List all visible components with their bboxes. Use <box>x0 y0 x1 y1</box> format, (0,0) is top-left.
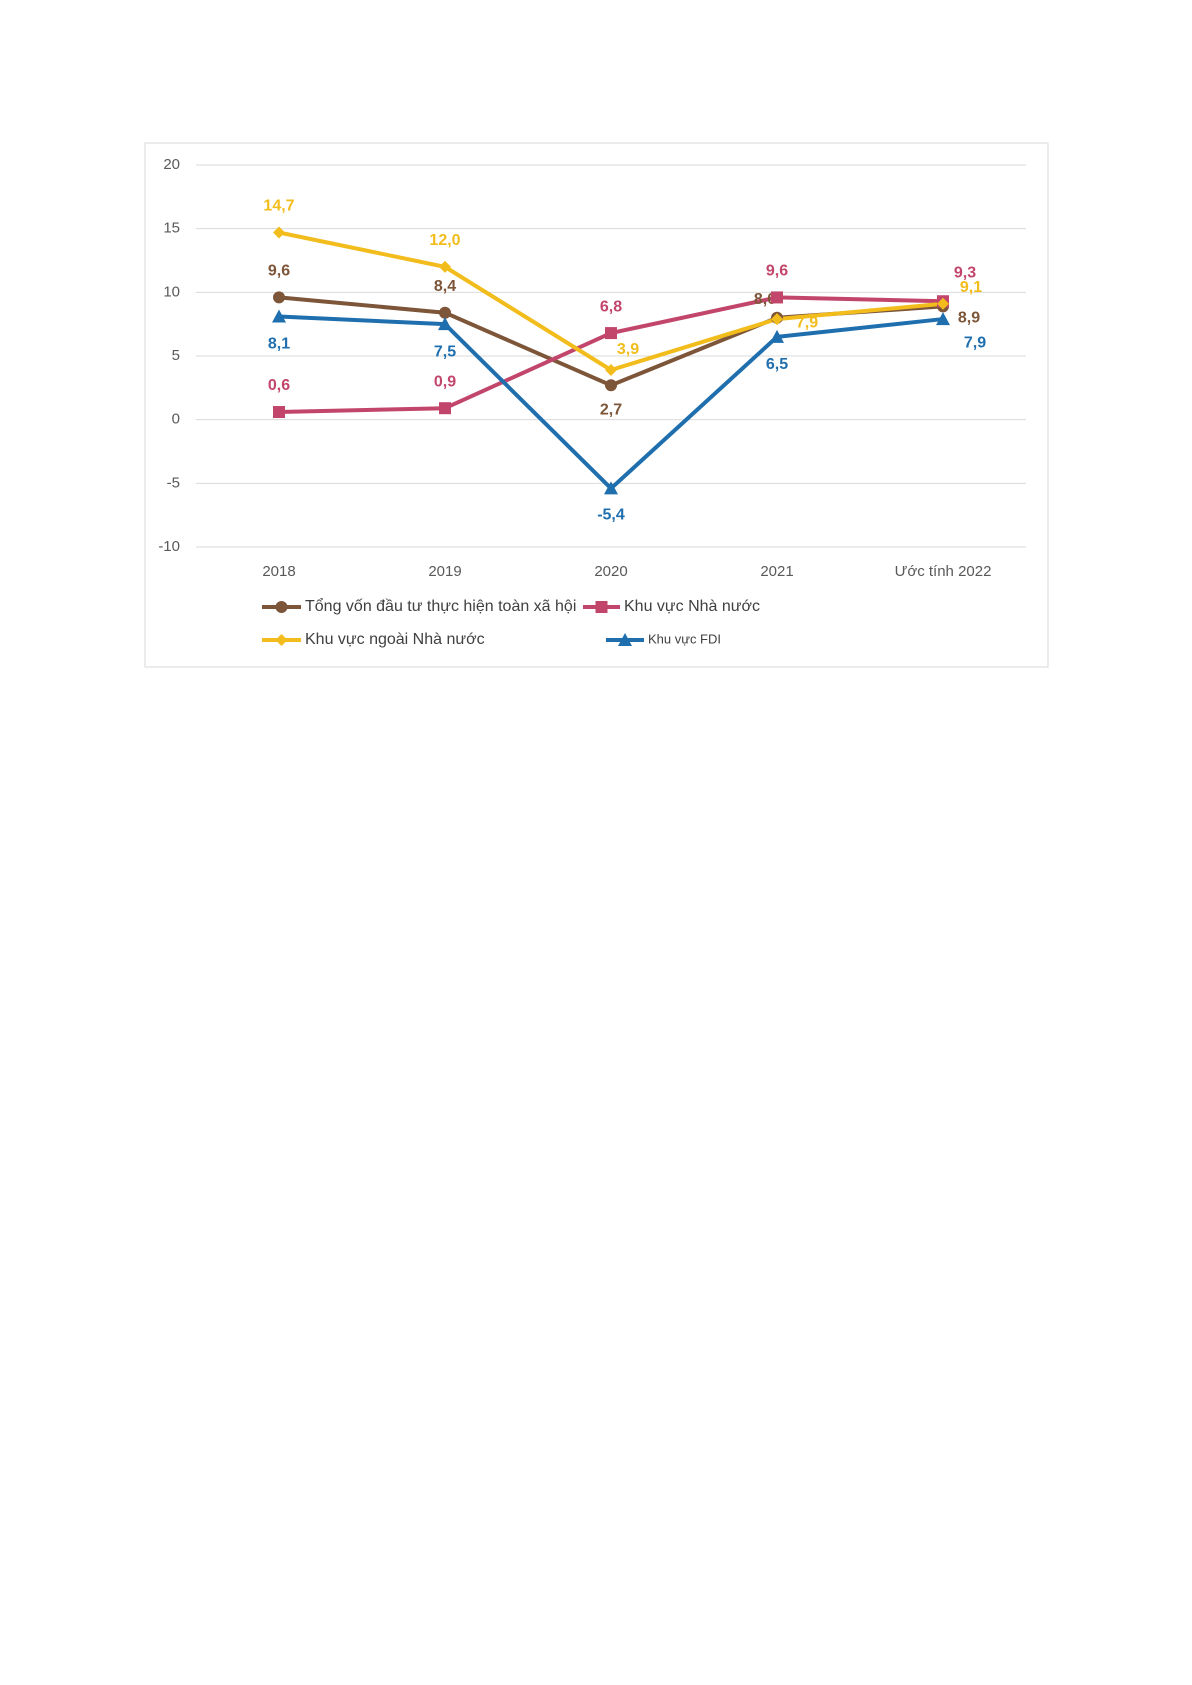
data-label: 9,6 <box>268 263 290 280</box>
marker <box>604 481 618 495</box>
data-label: 12,0 <box>429 232 460 249</box>
legend-marker <box>618 633 632 646</box>
x-tick-label: Ước tính 2022 <box>895 563 992 580</box>
marker <box>605 327 617 340</box>
marker <box>605 379 617 392</box>
legend-marker <box>275 601 288 613</box>
marker <box>937 297 949 310</box>
marker <box>439 260 451 273</box>
y-tick-label: -10 <box>158 538 180 555</box>
y-tick-label: 5 <box>172 347 180 364</box>
marker <box>770 329 784 343</box>
data-label: 8,1 <box>268 336 290 353</box>
data-label: 8,9 <box>958 310 980 327</box>
data-label: 3,9 <box>617 341 639 358</box>
data-label: 9,1 <box>960 279 982 296</box>
data-label: -5,4 <box>597 507 625 524</box>
x-tick-label: 2020 <box>594 563 627 580</box>
data-label: 7,9 <box>796 314 818 331</box>
legend-marker <box>275 634 288 646</box>
marker <box>771 291 783 304</box>
x-tick-label: 2019 <box>428 563 461 580</box>
legend-label: Khu vực FDI <box>648 631 721 646</box>
legend-label: Tổng vốn đầu tư thực hiện toàn xã hội <box>305 597 576 615</box>
legend-marker <box>595 601 608 613</box>
x-tick-label: 2021 <box>760 563 793 580</box>
data-label: 7,5 <box>434 343 456 360</box>
y-tick-label: -5 <box>167 474 180 491</box>
legend-label: Khu vực ngoài Nhà nước <box>305 631 485 648</box>
legend-label: Khu vực Nhà nước <box>624 598 760 615</box>
marker <box>605 364 617 377</box>
data-label: 2,7 <box>600 402 622 419</box>
marker <box>438 317 452 331</box>
marker <box>273 226 285 239</box>
marker <box>272 309 286 323</box>
marker <box>273 291 285 304</box>
marker <box>439 306 451 319</box>
x-tick-label: 2018 <box>262 563 295 580</box>
data-label: 8,4 <box>434 278 456 295</box>
data-label: 6,5 <box>766 356 788 373</box>
y-tick-label: 10 <box>163 283 180 300</box>
y-tick-label: 15 <box>163 220 180 237</box>
data-label: 7,9 <box>964 334 986 351</box>
data-label: 9,3 <box>954 264 976 281</box>
marker <box>936 312 950 326</box>
data-label: 0,6 <box>268 377 290 394</box>
data-label: 6,8 <box>600 298 622 315</box>
marker <box>771 313 783 326</box>
data-label: 8,0 <box>754 291 776 308</box>
y-tick-label: 0 <box>172 411 180 428</box>
data-label: 14,7 <box>263 198 294 215</box>
data-label: 0,9 <box>434 373 456 390</box>
marker <box>439 402 451 415</box>
marker <box>273 406 285 419</box>
data-label: 9,6 <box>766 263 788 280</box>
y-tick-label: 20 <box>163 156 180 173</box>
chart-frame <box>144 142 1049 668</box>
